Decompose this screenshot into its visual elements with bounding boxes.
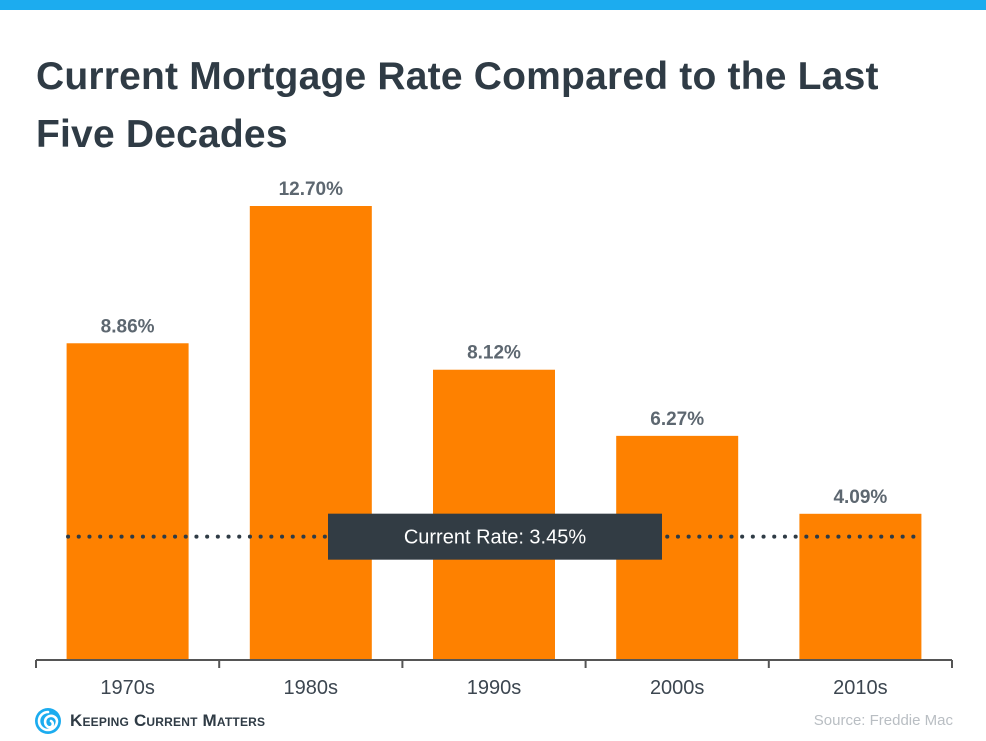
x-tick-label: 1980s xyxy=(284,677,339,699)
kcm-logo: Keeping Current Matters xyxy=(34,706,265,736)
x-tick-label: 1990s xyxy=(467,677,522,699)
bar-1980s xyxy=(249,206,372,660)
x-axis: 1970s 1980s 1990s 2000s 2010s xyxy=(35,659,953,699)
current-rate-reference: Current Rate: 3.45% xyxy=(66,513,924,560)
current-rate-box xyxy=(328,513,662,560)
bars-group xyxy=(66,206,922,660)
current-rate-label: Current Rate: 3.45% xyxy=(404,527,587,549)
top-accent-bar xyxy=(0,0,986,10)
bar-1970s xyxy=(66,343,189,660)
bar-value-labels: 8.86% 12.70% 8.12% 6.27% 4.09% xyxy=(101,179,888,508)
bar-value-label: 4.09% xyxy=(833,487,887,508)
chart-title: Current Mortgage Rate Compared to the La… xyxy=(36,55,879,156)
spiral-logo-icon xyxy=(35,708,61,734)
x-tick-label: 2010s xyxy=(833,677,888,699)
bar-value-label: 12.70% xyxy=(279,179,344,200)
logo-text: Keeping Current Matters xyxy=(70,711,266,730)
x-tick-label: 2000s xyxy=(650,677,705,699)
bar-value-label: 8.12% xyxy=(467,343,521,364)
bar-value-label: 8.86% xyxy=(101,316,155,337)
x-tick-label: 1970s xyxy=(100,677,155,699)
source-note: Source: Freddie Mac xyxy=(813,712,953,729)
bar-value-label: 6.27% xyxy=(650,409,704,430)
